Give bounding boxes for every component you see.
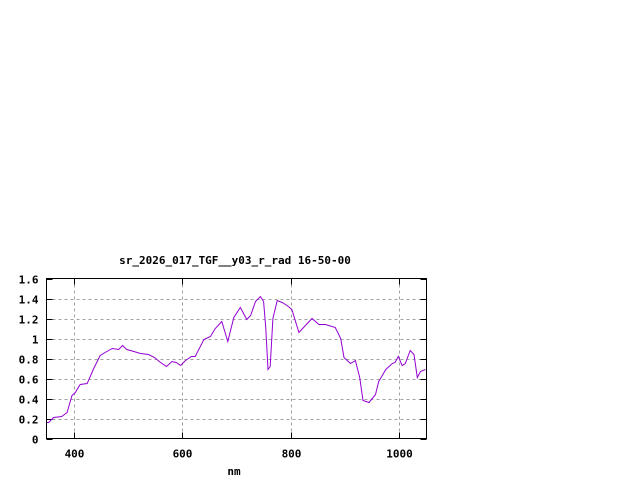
y-tick-label: 1 <box>32 334 39 347</box>
y-axis: 0 0.2 0.4 0.6 0.8 1 1.2 1.4 1.6 <box>19 274 427 447</box>
x-tick-label: 800 <box>282 448 302 461</box>
y-tick-label: 0.4 <box>19 394 39 407</box>
y-tick-label: 0.2 <box>19 414 39 427</box>
y-tick-label: 1.2 <box>19 314 39 327</box>
y-tick-label: 1.6 <box>19 274 39 287</box>
x-axis: 400 600 800 1000 <box>65 278 413 461</box>
chart-title: sr_2026_017_TGF__y03_r_rad 16-50-00 <box>119 254 351 267</box>
x-axis-label: nm <box>227 465 241 478</box>
y-tick-label: 0.8 <box>19 354 39 367</box>
y-tick-label: 1.4 <box>19 294 39 307</box>
series-line <box>46 295 426 423</box>
x-tick-label: 400 <box>65 448 85 461</box>
x-tick-label: 600 <box>173 448 193 461</box>
plot-border <box>46 278 427 439</box>
y-tick-label: 0 <box>32 434 39 447</box>
grid <box>46 278 427 439</box>
x-tick-label: 1000 <box>386 448 413 461</box>
y-tick-label: 0.6 <box>19 374 39 387</box>
